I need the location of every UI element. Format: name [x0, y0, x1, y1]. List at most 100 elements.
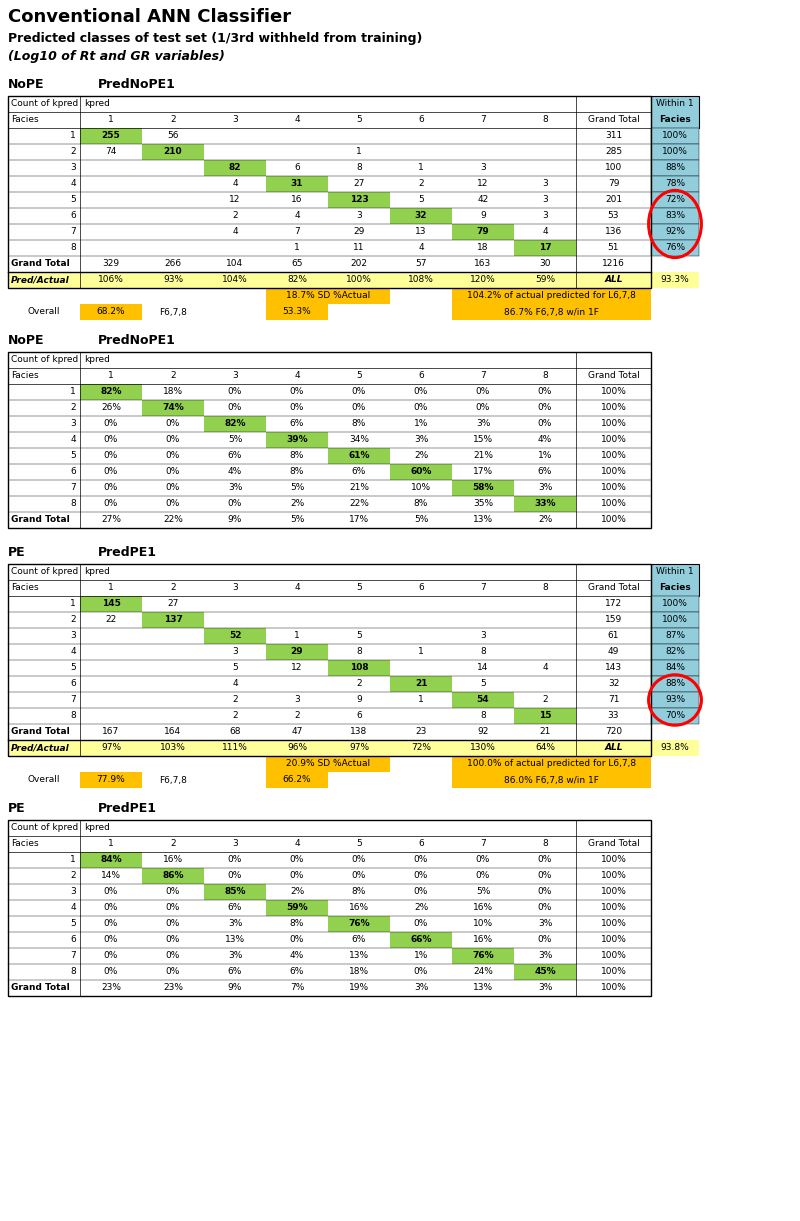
Text: 92: 92	[478, 728, 489, 736]
Text: 0%: 0%	[476, 387, 490, 397]
Text: 3: 3	[70, 420, 76, 429]
Text: 23%: 23%	[101, 983, 121, 993]
Text: 9: 9	[480, 211, 486, 221]
Text: 3%: 3%	[538, 919, 552, 928]
Text: 4%: 4%	[228, 468, 242, 476]
Text: 86.0% F6,7,8 w/in 1F: 86.0% F6,7,8 w/in 1F	[504, 775, 599, 785]
Text: 14%: 14%	[101, 872, 121, 880]
Text: 7: 7	[70, 484, 76, 492]
Bar	[651, 740, 699, 756]
Bar	[651, 241, 699, 256]
Text: 266: 266	[165, 260, 182, 269]
Bar	[651, 160, 699, 176]
Text: 12: 12	[478, 179, 489, 188]
Text: 2: 2	[170, 116, 176, 125]
Text: 6%: 6%	[228, 967, 242, 977]
Bar	[328, 916, 390, 932]
Text: 60%: 60%	[410, 468, 432, 476]
Text: PE: PE	[8, 802, 26, 814]
Text: 0%: 0%	[352, 387, 366, 397]
Bar	[266, 643, 328, 661]
Text: 18%: 18%	[163, 387, 183, 397]
Text: 7%: 7%	[290, 983, 304, 993]
Text: 59%: 59%	[535, 276, 555, 284]
Text: 100%: 100%	[601, 935, 626, 945]
Text: 0%: 0%	[414, 403, 428, 413]
Text: 16%: 16%	[349, 904, 369, 912]
Text: 0%: 0%	[104, 919, 118, 928]
Text: 8: 8	[70, 712, 76, 720]
Text: 34%: 34%	[349, 436, 369, 444]
Text: 0%: 0%	[166, 452, 180, 460]
Text: 42: 42	[478, 195, 489, 204]
Text: 0%: 0%	[290, 856, 304, 864]
Text: 8%: 8%	[290, 919, 304, 928]
Text: 0%: 0%	[476, 856, 490, 864]
Text: 4: 4	[70, 647, 76, 657]
Text: 68: 68	[230, 728, 241, 736]
Text: 0%: 0%	[104, 499, 118, 508]
Text: 1: 1	[418, 647, 424, 657]
Text: 100%: 100%	[601, 888, 626, 896]
Text: 9%: 9%	[228, 983, 242, 993]
Text: 17%: 17%	[349, 515, 369, 525]
Text: 5%: 5%	[290, 484, 304, 492]
Text: 31: 31	[290, 179, 303, 188]
Text: 2%: 2%	[414, 452, 428, 460]
Text: 145: 145	[102, 600, 121, 608]
Text: 100%: 100%	[601, 387, 626, 397]
Bar	[651, 564, 699, 596]
Bar	[452, 772, 651, 788]
Text: Grand Total: Grand Total	[11, 983, 70, 993]
Text: 159: 159	[605, 615, 622, 624]
Text: 100%: 100%	[601, 856, 626, 864]
Text: (Log10 of Rt and GR variables): (Log10 of Rt and GR variables)	[8, 50, 225, 63]
Text: 82%: 82%	[224, 420, 246, 429]
Bar	[266, 756, 390, 772]
Text: ALL: ALL	[604, 276, 622, 284]
Text: 100%: 100%	[601, 515, 626, 525]
Text: 8%: 8%	[290, 468, 304, 476]
Text: Facies: Facies	[659, 116, 691, 125]
Text: 3: 3	[232, 840, 238, 849]
Text: 172: 172	[605, 600, 622, 608]
Text: 6%: 6%	[352, 468, 366, 476]
Text: kpred: kpred	[84, 568, 110, 576]
Text: 66%: 66%	[410, 935, 432, 945]
Text: 2%: 2%	[290, 888, 304, 896]
Text: 0%: 0%	[104, 452, 118, 460]
Text: 0%: 0%	[104, 967, 118, 977]
Text: 13%: 13%	[225, 935, 245, 945]
Text: 8%: 8%	[414, 499, 428, 508]
Text: 123: 123	[350, 195, 368, 204]
Text: 93%: 93%	[665, 696, 685, 705]
Text: 1: 1	[108, 840, 114, 849]
Text: 6: 6	[294, 164, 300, 172]
Text: 100: 100	[605, 164, 622, 172]
Bar	[266, 900, 328, 916]
Bar	[266, 772, 328, 788]
Bar	[514, 708, 576, 724]
Text: 21%: 21%	[349, 484, 369, 492]
Text: 3%: 3%	[538, 951, 552, 961]
Text: 5: 5	[356, 371, 362, 381]
Text: 5%: 5%	[290, 515, 304, 525]
Bar	[266, 288, 390, 304]
Text: 0%: 0%	[352, 872, 366, 880]
Bar	[651, 676, 699, 692]
Text: 6: 6	[418, 584, 424, 592]
Bar	[204, 416, 266, 432]
Text: 4: 4	[294, 211, 300, 221]
Text: 8: 8	[356, 164, 362, 172]
Text: 0%: 0%	[166, 919, 180, 928]
Text: 100%: 100%	[601, 499, 626, 508]
Bar	[142, 400, 204, 416]
Bar	[390, 208, 452, 223]
Text: 12: 12	[291, 663, 302, 673]
Text: 3: 3	[542, 179, 548, 188]
Text: 18.7% SD %Actual: 18.7% SD %Actual	[286, 292, 370, 300]
Text: 100%: 100%	[662, 615, 688, 624]
Text: 100.0% of actual predicted for L6,7,8: 100.0% of actual predicted for L6,7,8	[467, 759, 636, 768]
Text: 21: 21	[414, 680, 427, 689]
Bar	[80, 852, 142, 868]
